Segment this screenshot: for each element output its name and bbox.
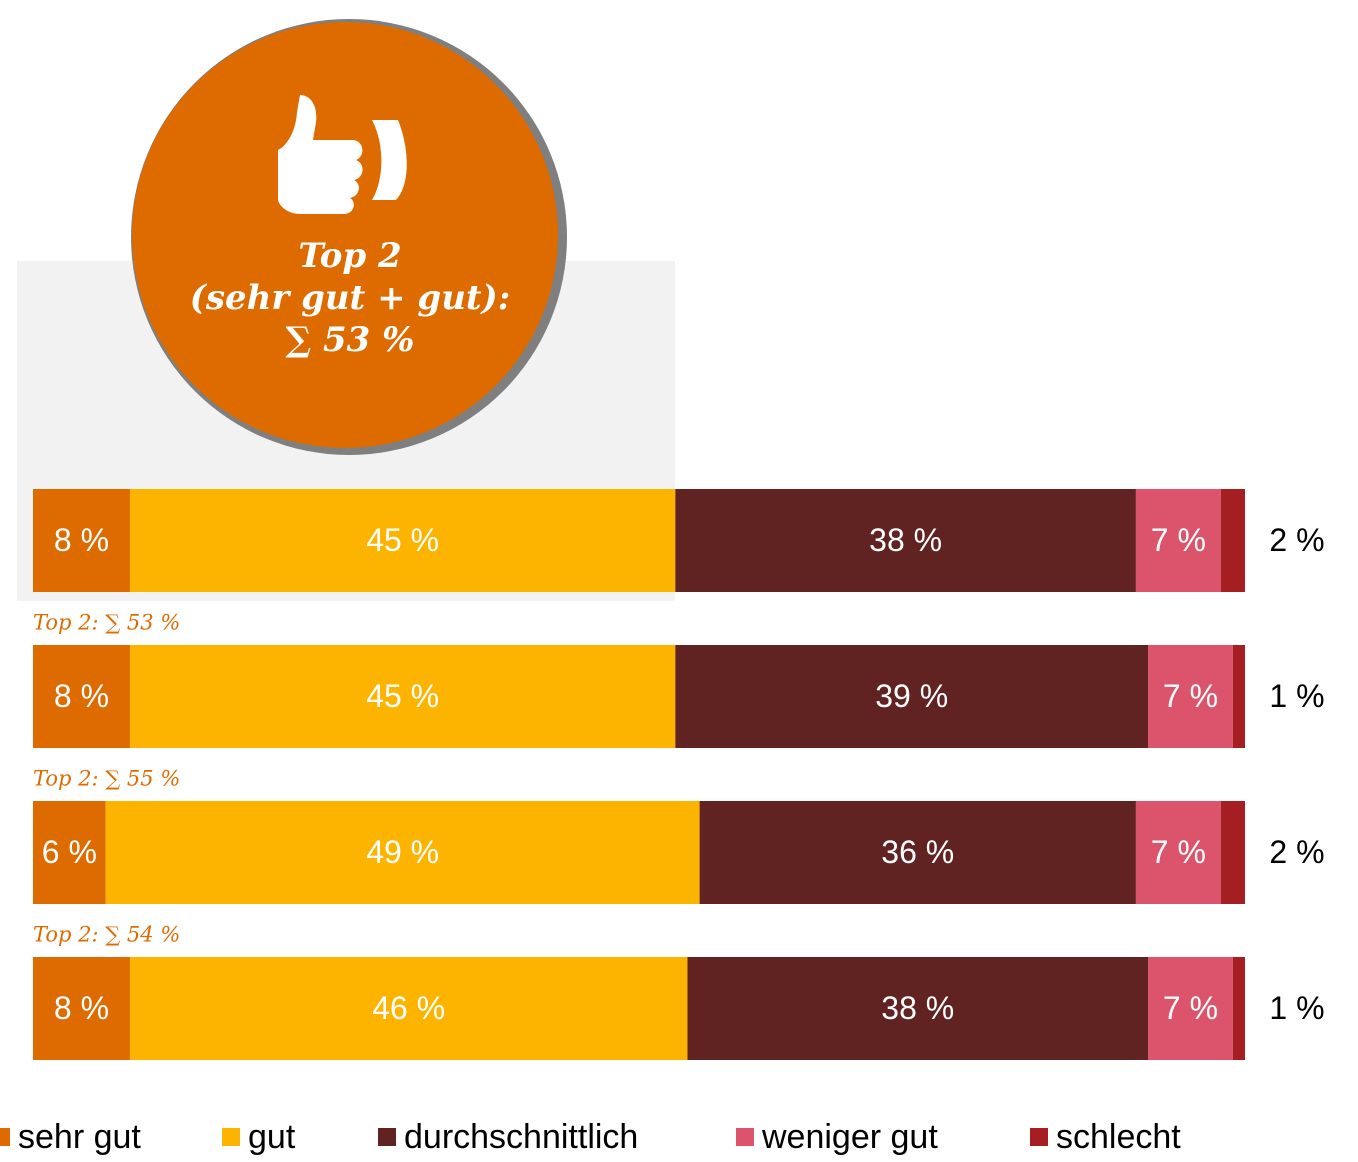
legend-label: gut: [248, 1118, 296, 1156]
bar-segment: [33, 489, 130, 592]
thumb-icon: [278, 95, 407, 214]
bar-segment: [1148, 645, 1233, 748]
top2-annotation: Top 2: ∑ 54 %: [33, 923, 180, 947]
bar-segment: [105, 801, 700, 904]
bar-segment: [129, 957, 688, 1060]
bar-segment: [687, 957, 1149, 1060]
value-label: 6 %: [42, 834, 97, 870]
legend-swatch: [378, 1128, 396, 1146]
value-label: 49 %: [366, 834, 439, 870]
bar-segment: [699, 801, 1136, 904]
value-label: 39 %: [875, 678, 948, 714]
bar-segment: [1148, 957, 1233, 1060]
bar-segment: [1220, 801, 1245, 904]
plot: Top 2(sehr gut + gut):∑ 53 % 8 % 45 % 38 % 7…: [0, 236, 1325, 1156]
callout-text: Top 2: [298, 236, 401, 276]
value-label: 38 %: [869, 522, 942, 558]
bar-segment: [33, 801, 106, 904]
value-label: 8 %: [54, 990, 109, 1026]
bar-segment: [1220, 489, 1245, 592]
legend-label: sehr gut: [18, 1118, 141, 1156]
bar-segment: [1135, 801, 1221, 904]
legend-swatch: [736, 1128, 754, 1146]
bar-segment: [675, 645, 1149, 748]
callout-text: ∑ 53 %: [286, 320, 415, 360]
value-label: 8 %: [54, 678, 109, 714]
value-label: 45 %: [366, 522, 439, 558]
value-label: 1 %: [1269, 990, 1324, 1026]
top2-annotation: Top 2: ∑ 53 %: [33, 611, 180, 635]
bar-segment: [1135, 489, 1221, 592]
legend-label: schlecht: [1056, 1118, 1181, 1156]
bar-segment: [129, 645, 676, 748]
value-label: 7 %: [1151, 522, 1206, 558]
value-label: 46 %: [372, 990, 445, 1026]
bar-segment: [1232, 957, 1245, 1060]
value-label: 7 %: [1163, 678, 1218, 714]
legend-swatch: [222, 1128, 240, 1146]
bar-segment: [675, 489, 1136, 592]
bar-segment: [1232, 645, 1245, 748]
legend-label: durchschnittlich: [404, 1118, 638, 1156]
value-label: 7 %: [1163, 990, 1218, 1026]
callout-text: (sehr gut + gut):: [190, 278, 511, 318]
value-label: 2 %: [1269, 834, 1324, 870]
top2-annotation: Top 2: ∑ 55 %: [33, 767, 180, 791]
value-label: 7 %: [1151, 834, 1206, 870]
callout-circle: [132, 22, 558, 448]
bar-segment: [33, 957, 130, 1060]
value-label: 36 %: [881, 834, 954, 870]
value-label: 1 %: [1269, 678, 1324, 714]
value-label: 38 %: [881, 990, 954, 1026]
value-label: 45 %: [366, 678, 439, 714]
value-label: 2 %: [1269, 522, 1324, 558]
legend-swatch: [0, 1128, 10, 1146]
bar-segment: [33, 645, 130, 748]
legend-swatch: [1030, 1128, 1048, 1146]
legend-label: weniger gut: [761, 1118, 938, 1156]
value-label: 8 %: [54, 522, 109, 558]
bar-segment: [129, 489, 676, 592]
